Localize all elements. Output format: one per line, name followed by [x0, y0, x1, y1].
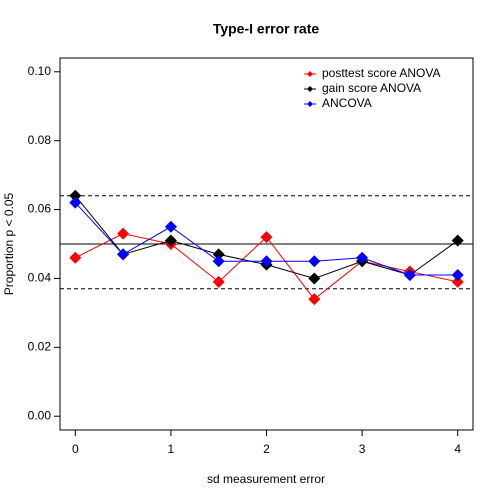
- data-point: [69, 251, 82, 264]
- chart-title: Type-I error rate: [213, 21, 320, 37]
- data-point: [451, 234, 464, 247]
- legend-label: ANCOVA: [322, 96, 372, 110]
- data-point: [308, 255, 321, 268]
- x-axis-label: sd measurement error: [207, 472, 325, 486]
- data-point: [212, 248, 225, 261]
- data-point: [356, 251, 369, 264]
- y-tick-label: 0.08: [28, 133, 52, 147]
- y-tick-label: 0.00: [28, 408, 52, 422]
- data-point: [260, 231, 273, 244]
- data-point: [69, 196, 82, 209]
- x-tick-label: 3: [359, 442, 366, 456]
- data-point: [403, 269, 416, 281]
- data-point: [260, 255, 273, 268]
- legend-label: posttest score ANOVA: [322, 66, 441, 80]
- x-tick-label: 1: [168, 442, 175, 456]
- y-tick-label: 0.10: [28, 64, 52, 78]
- legend-marker: [307, 86, 313, 92]
- x-tick-label: 0: [72, 442, 79, 456]
- y-tick-label: 0.02: [28, 340, 52, 354]
- legend-marker: [307, 71, 313, 77]
- data-point: [308, 293, 321, 306]
- data-point: [164, 234, 177, 247]
- legend-label: gain score ANOVA: [322, 81, 421, 95]
- y-tick-label: 0.04: [28, 271, 52, 285]
- data-point: [451, 269, 464, 281]
- data-point: [117, 248, 130, 261]
- x-tick-label: 4: [454, 442, 461, 456]
- data-point: [451, 275, 464, 288]
- data-point: [212, 255, 225, 268]
- data-point: [164, 220, 177, 233]
- data-point: [212, 275, 225, 288]
- data-point: [308, 272, 321, 285]
- legend-marker: [307, 101, 313, 107]
- y-axis-label: Proportion p < 0.05: [2, 192, 16, 295]
- data-point: [117, 227, 130, 240]
- x-tick-label: 2: [263, 442, 270, 456]
- data-point: [69, 189, 82, 202]
- y-tick-label: 0.06: [28, 202, 52, 216]
